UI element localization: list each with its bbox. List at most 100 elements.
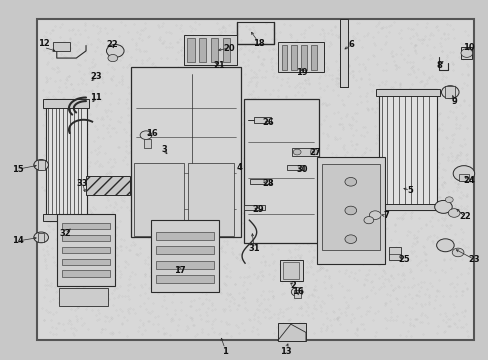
Point (141, 260, 149, 266)
Point (78, 194, 85, 200)
Point (340, 42, 348, 48)
Point (204, 257, 212, 263)
Point (421, 262, 429, 268)
Point (79, 275, 86, 280)
Point (437, 174, 445, 180)
Point (349, 249, 357, 255)
Point (391, 244, 399, 250)
Point (277, 127, 285, 133)
Point (113, 224, 121, 230)
Point (304, 242, 311, 247)
Point (307, 258, 315, 264)
Point (312, 210, 320, 216)
Point (380, 276, 388, 282)
Point (42, 262, 50, 268)
Point (107, 234, 115, 240)
Point (97, 329, 104, 334)
Point (210, 191, 218, 197)
Point (99, 122, 107, 128)
Point (414, 215, 422, 221)
Point (163, 265, 170, 270)
Point (118, 321, 126, 327)
Point (299, 34, 307, 40)
Point (143, 187, 151, 193)
Point (233, 324, 241, 330)
Circle shape (34, 159, 48, 170)
Point (426, 218, 433, 224)
Point (457, 86, 465, 91)
Point (352, 127, 360, 133)
Point (141, 271, 148, 276)
Point (201, 233, 208, 238)
Point (97, 51, 104, 57)
Point (352, 101, 360, 107)
Point (376, 166, 384, 172)
Point (289, 278, 297, 284)
Point (447, 139, 455, 145)
Point (84, 34, 92, 40)
Point (244, 273, 252, 279)
Point (408, 67, 416, 73)
Point (40, 252, 48, 258)
Point (71, 172, 79, 178)
Point (279, 309, 286, 315)
Point (136, 48, 143, 54)
Point (309, 305, 317, 311)
Point (66, 154, 74, 159)
Point (339, 238, 346, 243)
Point (453, 180, 461, 185)
Point (376, 284, 384, 290)
Point (370, 231, 378, 237)
Point (385, 278, 392, 284)
Point (154, 176, 162, 181)
Point (257, 182, 265, 188)
Point (102, 171, 110, 177)
Point (428, 238, 436, 244)
Point (448, 301, 456, 307)
Point (183, 166, 190, 172)
Point (233, 110, 241, 116)
Point (165, 282, 173, 288)
Point (324, 159, 332, 165)
Point (356, 236, 364, 242)
Point (241, 217, 249, 222)
Point (53, 288, 61, 294)
Point (335, 163, 343, 169)
Point (271, 123, 279, 129)
Point (223, 261, 230, 267)
Point (173, 91, 181, 96)
Point (272, 36, 280, 42)
Point (262, 183, 269, 189)
Point (181, 32, 188, 38)
Point (320, 279, 328, 285)
Point (46, 219, 54, 224)
Point (304, 179, 311, 185)
Point (139, 212, 147, 217)
Point (42, 307, 50, 313)
Point (102, 109, 110, 114)
Point (235, 257, 243, 262)
Point (361, 294, 369, 300)
Point (440, 167, 448, 173)
Point (326, 282, 334, 288)
Point (106, 116, 114, 121)
Point (160, 294, 167, 300)
Point (51, 78, 59, 84)
Point (340, 102, 347, 108)
Point (118, 76, 126, 82)
Point (405, 257, 413, 263)
Point (418, 144, 426, 150)
Point (131, 242, 139, 247)
Bar (37, 19, 473, 339)
Point (109, 302, 117, 308)
Point (125, 173, 133, 179)
Point (450, 321, 458, 327)
Point (243, 146, 251, 152)
Point (218, 248, 226, 253)
Point (361, 178, 369, 184)
Point (364, 30, 372, 36)
Point (381, 189, 389, 195)
Point (164, 206, 172, 211)
Point (410, 173, 418, 179)
Point (360, 246, 367, 252)
